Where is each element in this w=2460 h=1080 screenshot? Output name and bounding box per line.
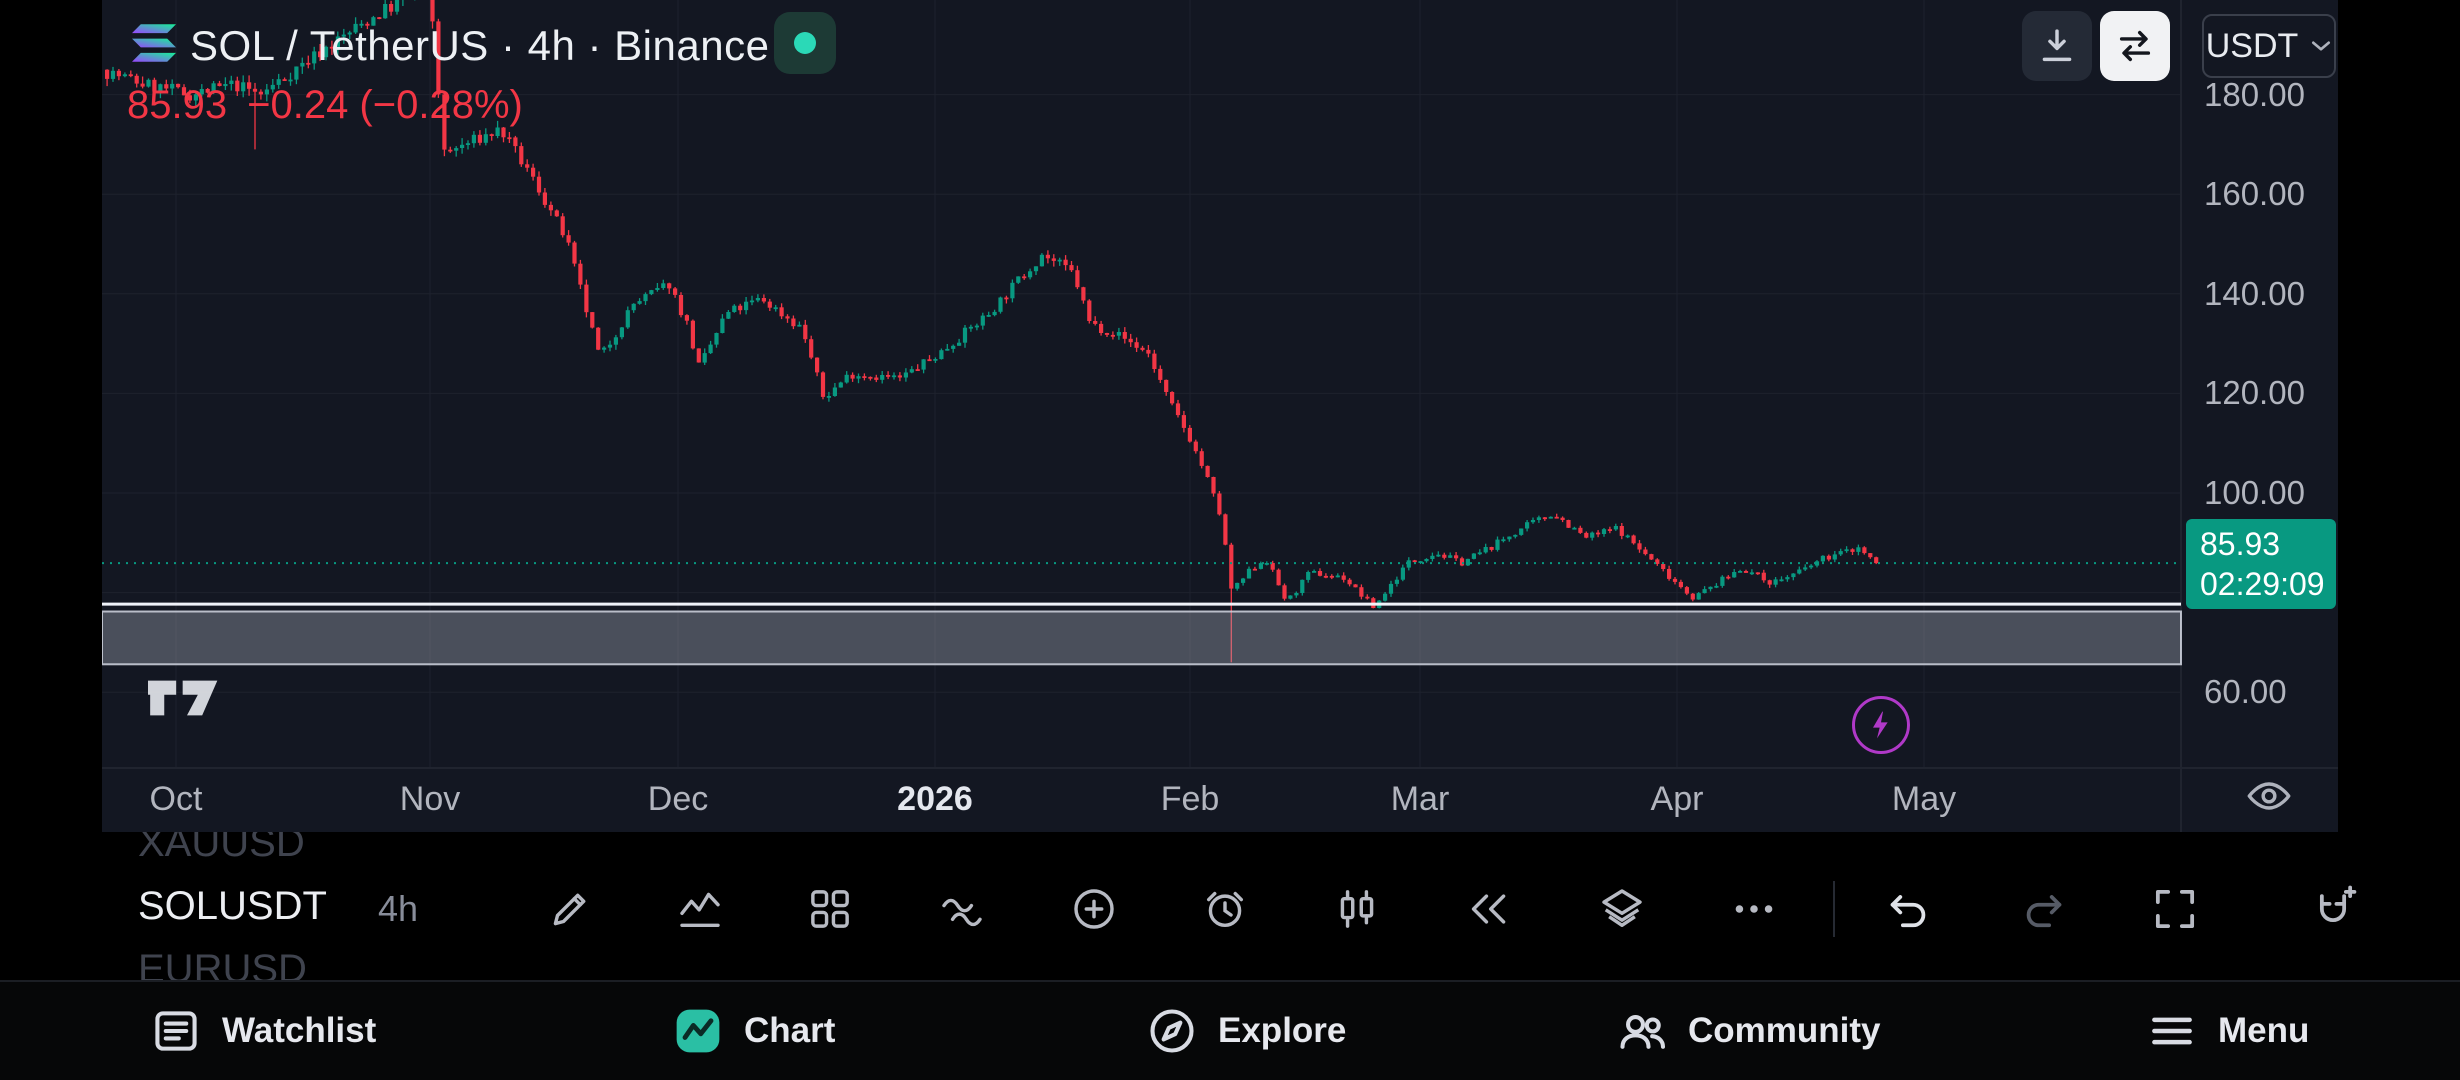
time-axis-label: Oct (149, 780, 203, 818)
current-price-badge: 85.93 02:29:09 (2186, 519, 2336, 609)
plus-circle-icon (1074, 889, 1114, 929)
market-open-dot-icon (794, 32, 816, 54)
toolbar-divider (1833, 881, 1835, 937)
chart-toolbar (0, 855, 2460, 965)
chart-pane[interactable]: 85.93 02:29:09 SOL / TetherUS · 4h · Bin… (102, 0, 2338, 832)
fullscreen-button[interactable] (2139, 873, 2211, 945)
more-button[interactable] (1718, 873, 1790, 945)
price-row: 85.93 −0.24 (−0.28%) (127, 82, 523, 128)
flash-boost-button[interactable] (1852, 696, 1910, 754)
brush-waves-icon (942, 898, 982, 927)
price-axis-label: 140.00 (2204, 274, 2305, 312)
chevron-down-icon (2312, 41, 2331, 51)
symbol-header: SOL / TetherUS · 4h · Binance 85.93 −0.2… (102, 0, 2338, 160)
tradingview-logo[interactable] (148, 672, 226, 724)
time-axis-label: Feb (1160, 780, 1220, 818)
bottom-navigation: Watchlist Chart Explore Community (0, 980, 2460, 1080)
nav-chart[interactable]: Chart (672, 982, 835, 1080)
nav-watchlist-label: Watchlist (222, 1011, 377, 1050)
alert-button[interactable] (1189, 873, 1261, 945)
lightning-bolt-icon (1873, 711, 1888, 739)
magnet-button[interactable] (2297, 873, 2369, 945)
download-arrow-icon (2042, 29, 2072, 62)
bar-countdown: 02:29:09 (2200, 566, 2325, 602)
alarm-clock-icon (1207, 891, 1243, 927)
layers-icon (1602, 889, 1642, 927)
eye-icon (2247, 782, 2291, 810)
bar-replay-button[interactable] (1453, 873, 1525, 945)
draw-button[interactable] (534, 873, 606, 945)
rewind-icon (1471, 894, 1506, 924)
nav-watchlist[interactable]: Watchlist (150, 982, 376, 1080)
nav-chart-label: Chart (744, 1011, 836, 1050)
nav-menu[interactable]: Menu (2146, 982, 2309, 1080)
chart-style-button[interactable] (1321, 873, 1393, 945)
line-tools-button[interactable] (926, 873, 998, 945)
layouts-button[interactable] (794, 873, 866, 945)
time-axis-label: Dec (647, 780, 709, 818)
price-axis-label: 180.00 (2204, 75, 2305, 113)
price-axis-label: 160.00 (2204, 175, 2305, 213)
compass-icon (1150, 1009, 1194, 1053)
price-axis-label: 120.00 (2204, 374, 2305, 412)
solana-logo-icon (132, 24, 176, 62)
grid-layout-icon (811, 890, 849, 928)
time-axis-label: Nov (399, 780, 461, 818)
undo-arrow-icon (1890, 895, 1926, 928)
redo-button[interactable] (2008, 873, 2080, 945)
redo-arrow-icon (2026, 895, 2062, 928)
add-button[interactable] (1058, 873, 1130, 945)
fullscreen-icon (2155, 889, 2195, 929)
price-axis-label: 100.00 (2204, 474, 2305, 511)
time-axis-label: Mar (1390, 780, 1450, 818)
candlestick-chart[interactable] (102, 0, 2338, 832)
last-price: 85.93 (127, 83, 228, 127)
watchlist-item-solusdt[interactable]: SOLUSDT (138, 884, 327, 928)
currency-convert-button[interactable] (2100, 11, 2170, 81)
nav-community[interactable]: Community (1616, 982, 1881, 1080)
nav-community-label: Community (1688, 1011, 1881, 1050)
indicators-icon (680, 892, 720, 927)
watchlist-list-icon (155, 1011, 197, 1051)
symbol-title[interactable]: SOL / TetherUS · 4h · Binance (190, 22, 770, 69)
drawings-visibility-eye-button[interactable] (2245, 772, 2293, 820)
watchlist-interval-label: 4h (378, 888, 419, 929)
candles-icon (1340, 890, 1374, 928)
ellipsis-icon (1735, 905, 1773, 913)
currency-selector-value: USDT (2205, 26, 2299, 65)
market-status-chip[interactable] (774, 12, 836, 74)
time-axis-label: 2026 (897, 780, 973, 818)
nav-explore[interactable]: Explore (1146, 982, 1346, 1080)
time-axis-label: May (1891, 780, 1957, 818)
community-people-icon (1620, 1015, 1666, 1049)
price-change: −0.24 (−0.28%) (247, 83, 523, 127)
download-button[interactable] (2022, 11, 2092, 81)
time-axis-label: Apr (1650, 780, 1704, 818)
current-price-value: 85.93 (2200, 526, 2281, 562)
swap-arrows-icon (2119, 30, 2151, 62)
chart-tab-icon (676, 1009, 720, 1053)
price-axis-label: 60.00 (2204, 673, 2287, 711)
hamburger-menu-icon (2152, 1017, 2192, 1045)
object-tree-button[interactable] (1586, 873, 1658, 945)
undo-button[interactable] (1872, 873, 1944, 945)
pencil-icon (553, 893, 586, 926)
nav-menu-label: Menu (2218, 1011, 2310, 1050)
indicators-button[interactable] (664, 873, 736, 945)
currency-selector-dropdown[interactable]: USDT (2202, 14, 2336, 78)
nav-explore-label: Explore (1218, 1011, 1347, 1050)
magnet-icon (2319, 885, 2357, 922)
